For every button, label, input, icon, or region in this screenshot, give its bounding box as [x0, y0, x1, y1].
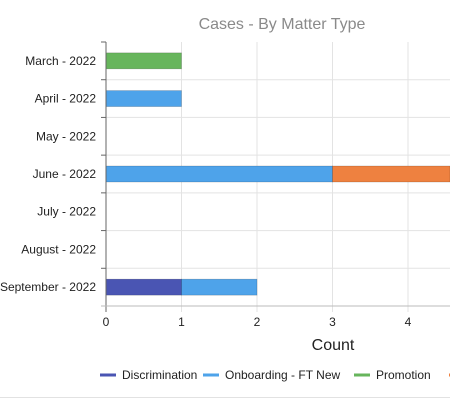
chart-title: Cases - By Matter Type [199, 16, 366, 33]
category-labels: March - 2022 April - 2022 May - 2022 June -… [0, 54, 96, 294]
bar-0-6[interactable]: Discrimination: 1 [106, 279, 182, 295]
x-tick-label-2: 2 [254, 315, 261, 329]
bar-3-3[interactable]: te: 2 [333, 166, 450, 182]
x-tick-label-4: 4 [405, 315, 412, 329]
legend-label-0: Discrimination [122, 368, 197, 382]
x-tick-label-1: 1 [178, 315, 185, 329]
category-label-6: September - 2022 [0, 280, 96, 294]
legend-label-1: Onboarding - FT New [225, 368, 340, 382]
bar-2-0[interactable]: Promotion: 1 [106, 53, 182, 69]
bar-1-6[interactable]: Onboarding - FT New: 1 [182, 279, 258, 295]
bars: Promotion: 1 Onboarding - FT New: 1 Onboar… [106, 53, 450, 295]
category-label-2: May - 2022 [36, 129, 96, 143]
legend-item-2[interactable]: Promotion [354, 368, 431, 382]
bar-1-1[interactable]: Onboarding - FT New: 1 [106, 91, 182, 107]
x-tick-labels: 0 1 2 3 4 [103, 315, 412, 329]
category-label-3: June - 2022 [33, 167, 97, 181]
category-label-1: April - 2022 [35, 92, 97, 106]
category-label-4: July - 2022 [37, 205, 96, 219]
divider [0, 397, 450, 398]
category-label-0: March - 2022 [25, 54, 96, 68]
bar-1-3[interactable]: Onboarding - FT New: 3 [106, 166, 333, 182]
category-label-5: August - 2022 [21, 242, 96, 256]
x-tick-label-3: 3 [329, 315, 336, 329]
legend-label-2: Promotion [376, 368, 431, 382]
x-tick-label-0: 0 [103, 315, 110, 329]
legend-item-1[interactable]: Onboarding - FT New [203, 368, 340, 382]
x-axis-title: Count [312, 337, 355, 354]
legend: Discrimination Onboarding - FT New Promoti… [100, 368, 450, 382]
legend-item-0[interactable]: Discrimination [100, 368, 197, 382]
